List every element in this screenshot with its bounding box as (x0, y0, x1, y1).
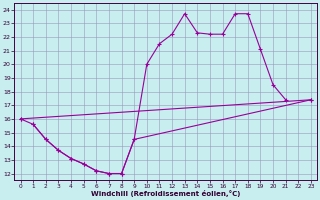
X-axis label: Windchill (Refroidissement éolien,°C): Windchill (Refroidissement éolien,°C) (91, 190, 240, 197)
